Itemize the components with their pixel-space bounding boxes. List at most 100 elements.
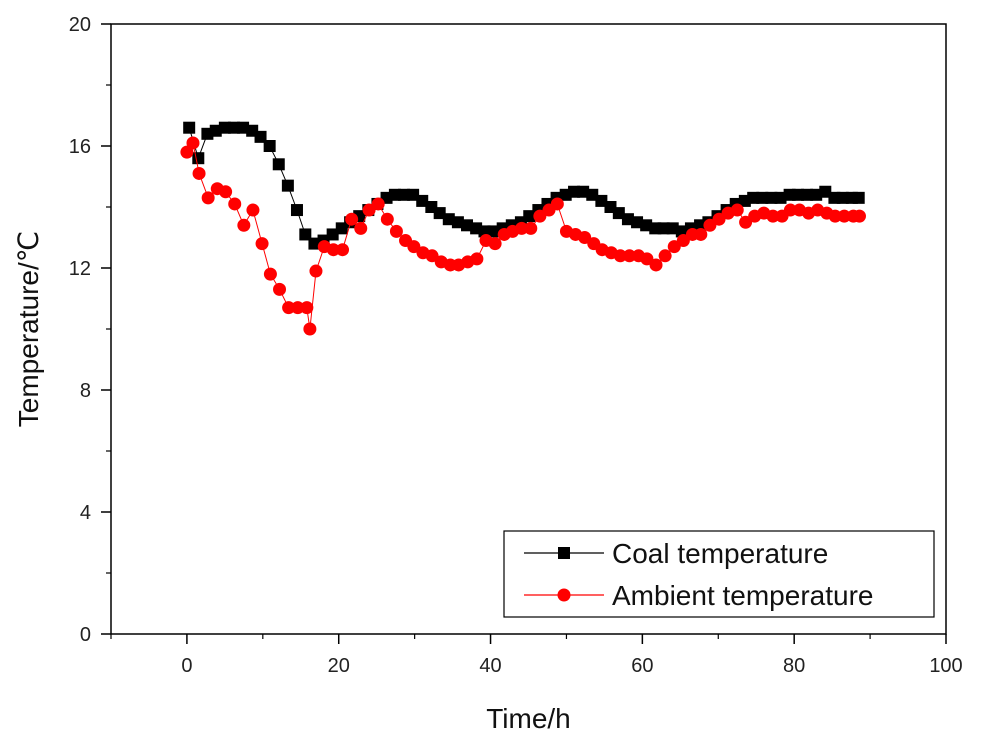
data-point-square: [308, 237, 321, 250]
data-point-square: [801, 188, 814, 201]
data-point-square: [442, 213, 455, 226]
y-axis-title: Temperature/℃: [13, 231, 44, 427]
x-tick-label: 60: [631, 655, 653, 677]
data-point-circle: [533, 209, 547, 223]
legend-marker: [558, 547, 570, 559]
data-point-circle: [578, 231, 592, 244]
data-point-circle: [676, 234, 690, 248]
data-point-square: [852, 191, 865, 204]
legend-item-ambient: Ambient temperature: [524, 580, 873, 611]
data-point-square: [326, 228, 339, 241]
data-point-square: [586, 188, 599, 201]
data-point-square: [523, 210, 536, 223]
data-point-square: [774, 191, 787, 204]
data-point-circle: [407, 240, 421, 254]
data-point-square: [756, 191, 769, 204]
y-axis: 0 4 8 12 16 20: [69, 14, 111, 646]
data-point-circle: [389, 224, 403, 238]
data-point-square: [791, 188, 804, 201]
data-point-circle: [291, 301, 305, 315]
legend-box: [503, 530, 935, 618]
data-point-square: [747, 191, 760, 204]
legend-label: Ambient temperature: [612, 580, 873, 611]
data-point-circle: [828, 209, 842, 223]
data-point-square: [577, 185, 590, 198]
series-ambient-temperature: [180, 136, 866, 336]
data-point-circle: [613, 249, 627, 263]
x-axis: 0 20 40 60 80 100: [110, 634, 963, 677]
data-point-circle: [488, 237, 502, 251]
x-tick-label: 100: [929, 655, 962, 677]
data-point-square: [254, 130, 267, 143]
data-point-square: [451, 216, 464, 229]
data-point-square: [819, 185, 832, 198]
data-point-square: [416, 194, 429, 207]
data-point-circle: [180, 145, 194, 159]
data-point-square: [388, 188, 401, 201]
data-point-circle: [783, 203, 797, 217]
data-point-circle: [362, 203, 376, 217]
data-point-circle: [201, 191, 215, 205]
data-point-circle: [837, 209, 851, 223]
data-point-circle: [263, 267, 277, 281]
x-axis-title: Time/h: [486, 703, 571, 734]
data-point-square: [487, 225, 500, 238]
data-point-circle: [336, 243, 350, 257]
y-tick-label: 8: [80, 380, 91, 402]
data-point-circle: [228, 197, 242, 211]
data-point-square: [272, 158, 285, 171]
data-point-circle: [766, 209, 780, 223]
data-point-square: [433, 207, 446, 220]
data-point-circle: [694, 227, 708, 241]
data-point-circle: [303, 322, 317, 336]
data-point-circle: [658, 249, 672, 263]
data-point-circle: [192, 166, 206, 180]
data-point-square: [595, 194, 608, 207]
x-tick-label: 20: [328, 655, 350, 677]
data-point-square: [568, 185, 581, 198]
data-point-square: [765, 191, 778, 204]
data-point-circle: [300, 301, 314, 315]
y-tick-label: 16: [69, 136, 91, 158]
data-point-circle: [667, 240, 681, 254]
data-point-circle: [345, 212, 359, 226]
data-point-circle: [550, 197, 564, 211]
legend-item-coal: Coal temperature: [524, 538, 828, 569]
data-point-square: [237, 121, 250, 134]
data-point-square: [666, 222, 679, 235]
data-point-circle: [470, 252, 484, 266]
data-point-circle: [852, 209, 866, 223]
data-point-circle: [246, 203, 260, 217]
data-point-circle: [425, 249, 439, 263]
data-point-square: [227, 121, 240, 134]
data-point-circle: [640, 252, 654, 266]
data-point-circle: [515, 221, 529, 235]
x-tick-label: 80: [783, 655, 805, 677]
data-point-circle: [730, 203, 744, 217]
data-point-square: [657, 222, 670, 235]
data-point-circle: [282, 301, 296, 315]
y-tick-label: 4: [80, 502, 91, 524]
data-point-square: [192, 152, 205, 165]
y-tick-label: 0: [80, 624, 91, 646]
data-point-circle: [309, 264, 323, 278]
data-point-square: [810, 188, 823, 201]
data-point-square: [836, 191, 849, 204]
legend-marker: [557, 588, 571, 602]
x-tick-label: 0: [181, 655, 192, 677]
data-point-square: [183, 121, 196, 134]
data-point-circle: [186, 136, 200, 150]
data-point-circle: [354, 221, 368, 235]
data-point-square: [218, 121, 231, 134]
data-point-circle: [273, 282, 287, 296]
data-point-square: [281, 179, 294, 192]
data-point-circle: [255, 237, 269, 251]
data-point-circle: [326, 243, 340, 257]
series-layer: [180, 121, 866, 336]
data-point-circle: [712, 212, 726, 226]
legend: Coal temperature Ambient temperature: [503, 530, 935, 618]
y-tick-label: 20: [69, 14, 91, 36]
data-point-circle: [703, 218, 717, 232]
data-point-square: [461, 219, 474, 232]
